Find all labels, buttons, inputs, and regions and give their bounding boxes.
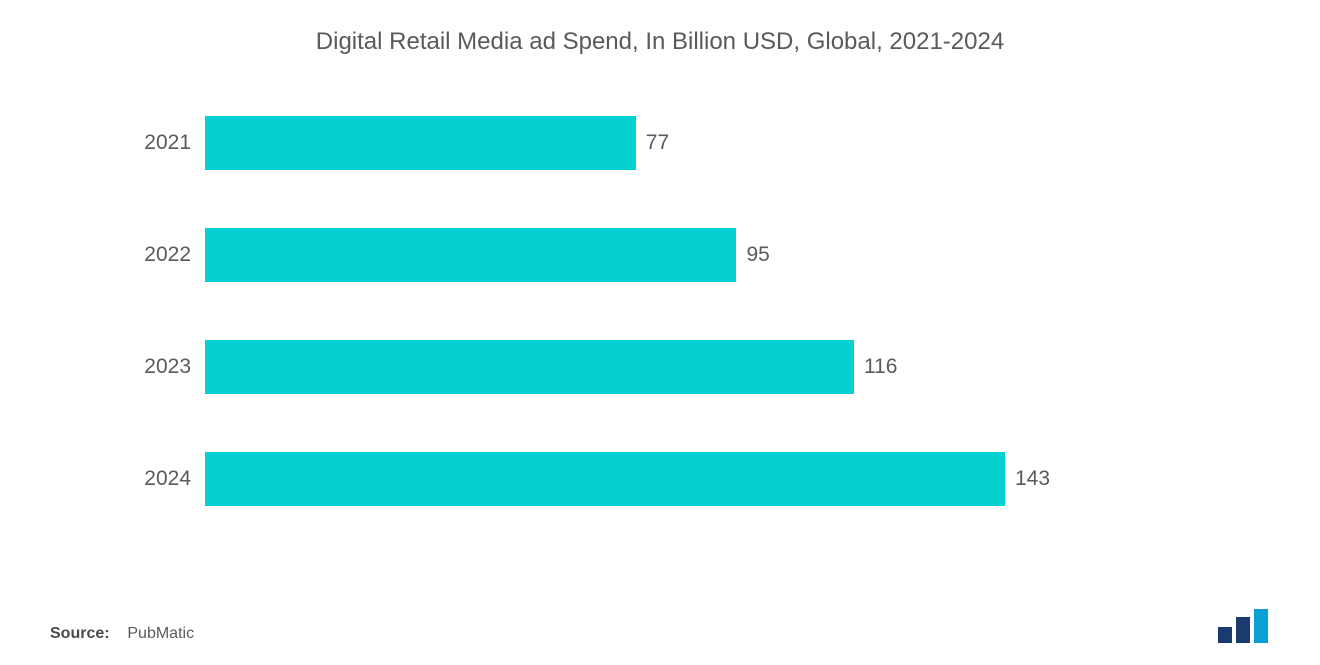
brand-logo-icon <box>1218 609 1270 643</box>
bar-row: 2023 116 <box>50 340 1270 394</box>
bar <box>205 340 854 394</box>
logo-bar-2 <box>1236 617 1250 643</box>
bar-row: 2024 143 <box>50 452 1270 506</box>
chart-container: Digital Retail Media ad Spend, In Billio… <box>0 0 1320 665</box>
plot-area: 2021 77 2022 95 2023 116 2024 143 <box>50 116 1270 556</box>
category-label: 2022 <box>50 243 205 267</box>
logo-bar-3 <box>1254 609 1268 643</box>
chart-title: Digital Retail Media ad Spend, In Billio… <box>50 28 1270 56</box>
bar-wrap: 143 <box>205 452 1270 506</box>
value-label: 77 <box>636 131 669 155</box>
value-label: 95 <box>736 243 769 267</box>
bar <box>205 228 736 282</box>
bar-wrap: 77 <box>205 116 1270 170</box>
logo-bar-1 <box>1218 627 1232 643</box>
bar <box>205 116 636 170</box>
source-line: Source: PubMatic <box>50 625 194 643</box>
footer: Source: PubMatic <box>50 609 1270 643</box>
source-label: Source: <box>50 625 110 642</box>
source-name: PubMatic <box>127 625 194 642</box>
value-label: 116 <box>854 355 897 379</box>
bar-row: 2021 77 <box>50 116 1270 170</box>
category-label: 2023 <box>50 355 205 379</box>
bar <box>205 452 1005 506</box>
bar-wrap: 116 <box>205 340 1270 394</box>
value-label: 143 <box>1005 467 1050 491</box>
category-label: 2021 <box>50 131 205 155</box>
bar-wrap: 95 <box>205 228 1270 282</box>
bar-row: 2022 95 <box>50 228 1270 282</box>
category-label: 2024 <box>50 467 205 491</box>
